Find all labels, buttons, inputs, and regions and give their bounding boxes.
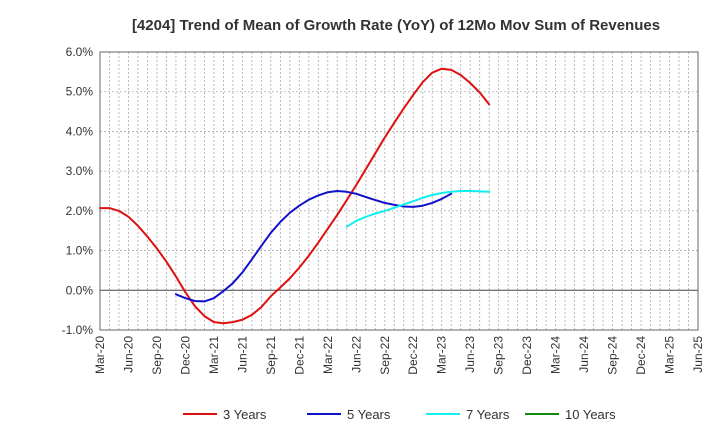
axis-layer: -1.0% 0.0% 1.0% 2.0% 3.0% 4.0% 5.0% 6.0% Mar-20 J…: [62, 45, 705, 375]
x-tick-label: Dec-24: [634, 336, 648, 375]
y-tick-label: 0.0%: [66, 283, 94, 297]
x-tick-label: Mar-23: [435, 336, 449, 374]
x-tick-label: Jun-21: [235, 336, 249, 373]
x-tick-label: Jun-25: [691, 336, 705, 373]
series-line-3-years: [99, 67, 491, 325]
legend-item-10-years: 10 Years: [525, 407, 616, 422]
y-tick-label: 6.0%: [66, 45, 94, 59]
series-layer: [99, 67, 491, 325]
legend-item-3-years: 3 Years: [183, 407, 267, 422]
plot-background: [100, 52, 698, 330]
legend-item-7-years: 7 Years: [426, 407, 510, 422]
x-tick-label: Dec-22: [406, 336, 420, 375]
y-tick-label: 1.0%: [66, 244, 94, 258]
x-tick-label: Dec-20: [178, 336, 192, 375]
x-tick-label: Mar-22: [321, 336, 335, 374]
legend-label: 5 Years: [347, 407, 391, 422]
x-tick-label: Jun-20: [121, 336, 135, 373]
x-tick-label: Sep-22: [378, 336, 392, 375]
y-tick-label: 2.0%: [66, 204, 94, 218]
x-tick-label: Jun-23: [463, 336, 477, 373]
x-tick-label: Mar-20: [93, 336, 107, 374]
x-tick-label: Mar-21: [207, 336, 221, 374]
x-tick-label: Sep-24: [606, 336, 620, 375]
x-tick-label: Sep-23: [492, 336, 506, 375]
series-line-7-years: [345, 190, 491, 228]
legend: 3 Years 5 Years 7 Years 10 Years: [183, 407, 616, 422]
x-tick-label: Mar-25: [663, 336, 677, 374]
legend-item-5-years: 5 Years: [307, 407, 391, 422]
y-tick-label: 5.0%: [66, 85, 94, 99]
x-tick-label: Jun-22: [349, 336, 363, 373]
series-line-5-years: [174, 190, 453, 303]
y-tick-label: -1.0%: [62, 323, 94, 337]
y-tick-label: 4.0%: [66, 124, 94, 138]
plot-frame: [99, 51, 699, 331]
x-tick-label: Sep-21: [264, 336, 278, 375]
x-tick-label: Mar-24: [549, 336, 563, 374]
y-tick-label: 3.0%: [66, 164, 94, 178]
legend-label: 10 Years: [565, 407, 616, 422]
x-tick-label: Dec-21: [292, 336, 306, 375]
x-tick-label: Jun-24: [577, 336, 591, 373]
grid-layer: [100, 51, 698, 331]
legend-label: 7 Years: [466, 407, 510, 422]
chart-title: [4204] Trend of Mean of Growth Rate (YoY…: [132, 17, 660, 34]
legend-label: 3 Years: [223, 407, 267, 422]
x-tick-label: Dec-23: [520, 336, 534, 375]
x-tick-label: Sep-20: [150, 336, 164, 375]
